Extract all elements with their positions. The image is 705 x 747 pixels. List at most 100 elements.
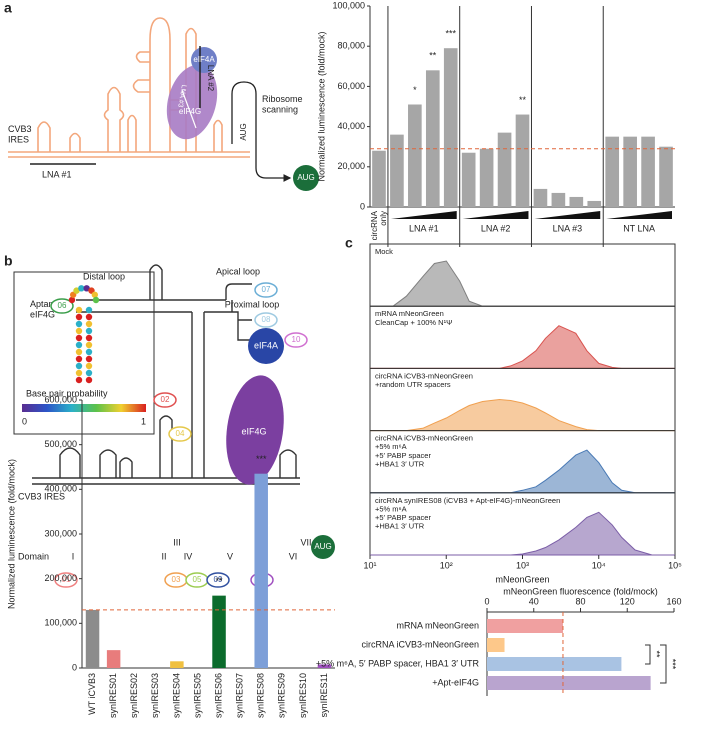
y-axis-label: Normalized luminescence (fold/mock) — [316, 31, 326, 181]
loop-label: 09 — [214, 575, 223, 584]
bar — [461, 152, 476, 207]
group-label: circRNAonly — [370, 210, 388, 240]
scanning-label: Ribosome scanning — [262, 94, 303, 114]
rna-stem — [37, 86, 137, 152]
x-tick-label: 10¹ — [363, 560, 376, 570]
inset-title: Aptamer eIF4G — [30, 299, 64, 319]
aptamer-base — [85, 306, 93, 314]
lna-line — [181, 89, 197, 129]
aptamer-base — [73, 287, 80, 294]
aptamer-base — [85, 341, 93, 349]
bar — [605, 136, 620, 207]
rna-backbone — [8, 151, 250, 158]
bar — [515, 114, 530, 207]
histogram-label: circRNA iCVB3-mNeonGreen +random UTR spac… — [375, 371, 473, 389]
significance: * — [413, 85, 417, 95]
loop-label: 04 — [176, 429, 185, 438]
aptamer-base — [85, 355, 93, 363]
x-tick-label: synIRES08 — [256, 673, 266, 718]
loop-label: 03 — [172, 575, 181, 584]
y-tick-label: 40,000 — [337, 121, 365, 131]
y-tick-label: 20,000 — [337, 161, 365, 171]
bar — [317, 664, 332, 668]
y-tick-label: 60,000 — [337, 81, 365, 91]
y-tick-label: 100,000 — [44, 618, 77, 628]
loop — [284, 332, 308, 348]
bar — [569, 196, 584, 207]
loop-label: 02 — [161, 395, 170, 404]
aptamer-base — [85, 369, 93, 377]
bar — [254, 473, 268, 668]
y-tick-label: 100,000 — [332, 0, 365, 10]
eif4g — [226, 375, 284, 485]
bracket — [645, 644, 651, 665]
histogram — [370, 325, 675, 369]
x-tick-label: synIRES10 — [298, 673, 308, 718]
loop-label: 08 — [262, 315, 271, 324]
category-label: mRNA mNeonGreen — [396, 620, 479, 630]
loop — [54, 572, 78, 588]
y-tick-label: 0 — [72, 662, 77, 672]
aptamer-base — [75, 341, 83, 349]
inset-box — [13, 271, 155, 435]
eif4g — [166, 64, 218, 140]
significance: *** — [668, 659, 678, 670]
bar — [425, 70, 440, 207]
scale-bar — [22, 404, 146, 412]
group-label: NT LNA — [623, 223, 655, 233]
rna-stem — [185, 27, 223, 152]
bar — [551, 192, 566, 207]
loop-label: 06 — [58, 301, 67, 310]
aptamer-base — [75, 355, 83, 363]
category-label: +5% m⁶A, 5′ PABP spacer, HBA1 3′ UTR — [316, 658, 480, 668]
loop-label: Apical loop — [216, 266, 260, 276]
scanning-arrow — [231, 81, 292, 182]
eif4g-label: eIF4G — [179, 107, 201, 116]
significance: ** — [519, 95, 527, 105]
x-tick-label: 0 — [484, 596, 489, 606]
domain-numeral: IV — [184, 551, 193, 561]
x-tick-label: WT iCVB3 — [87, 673, 97, 715]
aptamer-base — [85, 348, 93, 356]
loop — [254, 312, 278, 328]
diagram-a: AUG eIF4A eIF4G CVB3 IRES LNA #1 LNA #2 L… — [8, 17, 319, 191]
histogram — [370, 398, 675, 432]
category-label: +Apt-eIF4G — [432, 677, 479, 687]
bar — [487, 619, 563, 633]
x-tick-label: 10⁴ — [592, 560, 606, 570]
aptamer-base — [85, 334, 93, 342]
aptamer-base — [75, 369, 83, 377]
y-tick-label: 400,000 — [44, 484, 77, 494]
domain-numeral: VII — [300, 537, 311, 547]
x-tick-label: synIRES04 — [171, 673, 181, 718]
bar — [487, 657, 622, 671]
lna-label: LNA #1 — [42, 169, 72, 179]
loop-label: 01 — [62, 575, 71, 584]
aug: AUG — [297, 173, 314, 182]
ires-label: CVB3 IRES — [18, 491, 65, 501]
y-tick-label: 300,000 — [44, 528, 77, 538]
loop — [254, 282, 278, 298]
x-tick-label: 10³ — [516, 560, 529, 570]
eif4a-label: eIF4A — [193, 55, 215, 64]
y-tick-label: 80,000 — [337, 41, 365, 51]
lna-label: LNA #3 — [176, 84, 187, 108]
bar — [659, 146, 673, 207]
bar — [170, 661, 184, 668]
lna-label: LNA #2 — [206, 65, 215, 92]
bar — [390, 134, 404, 207]
significance: *** — [256, 454, 267, 464]
group-label: LNA #1 — [409, 223, 439, 233]
aptamer-base — [78, 285, 85, 292]
panel-label: c — [345, 235, 353, 251]
aptamer-base — [85, 313, 93, 321]
eif4g-label: eIF4G — [241, 426, 266, 436]
loop-label: 05 — [193, 575, 202, 584]
x-tick-label: 10⁵ — [668, 560, 682, 570]
loop-label: 10 — [292, 335, 301, 344]
inset-legend: Base pair probability — [26, 388, 108, 398]
scale-min: 0 — [22, 416, 27, 426]
ires-label: CVB3 IRES — [8, 124, 32, 144]
domain-numeral: II — [161, 551, 166, 561]
